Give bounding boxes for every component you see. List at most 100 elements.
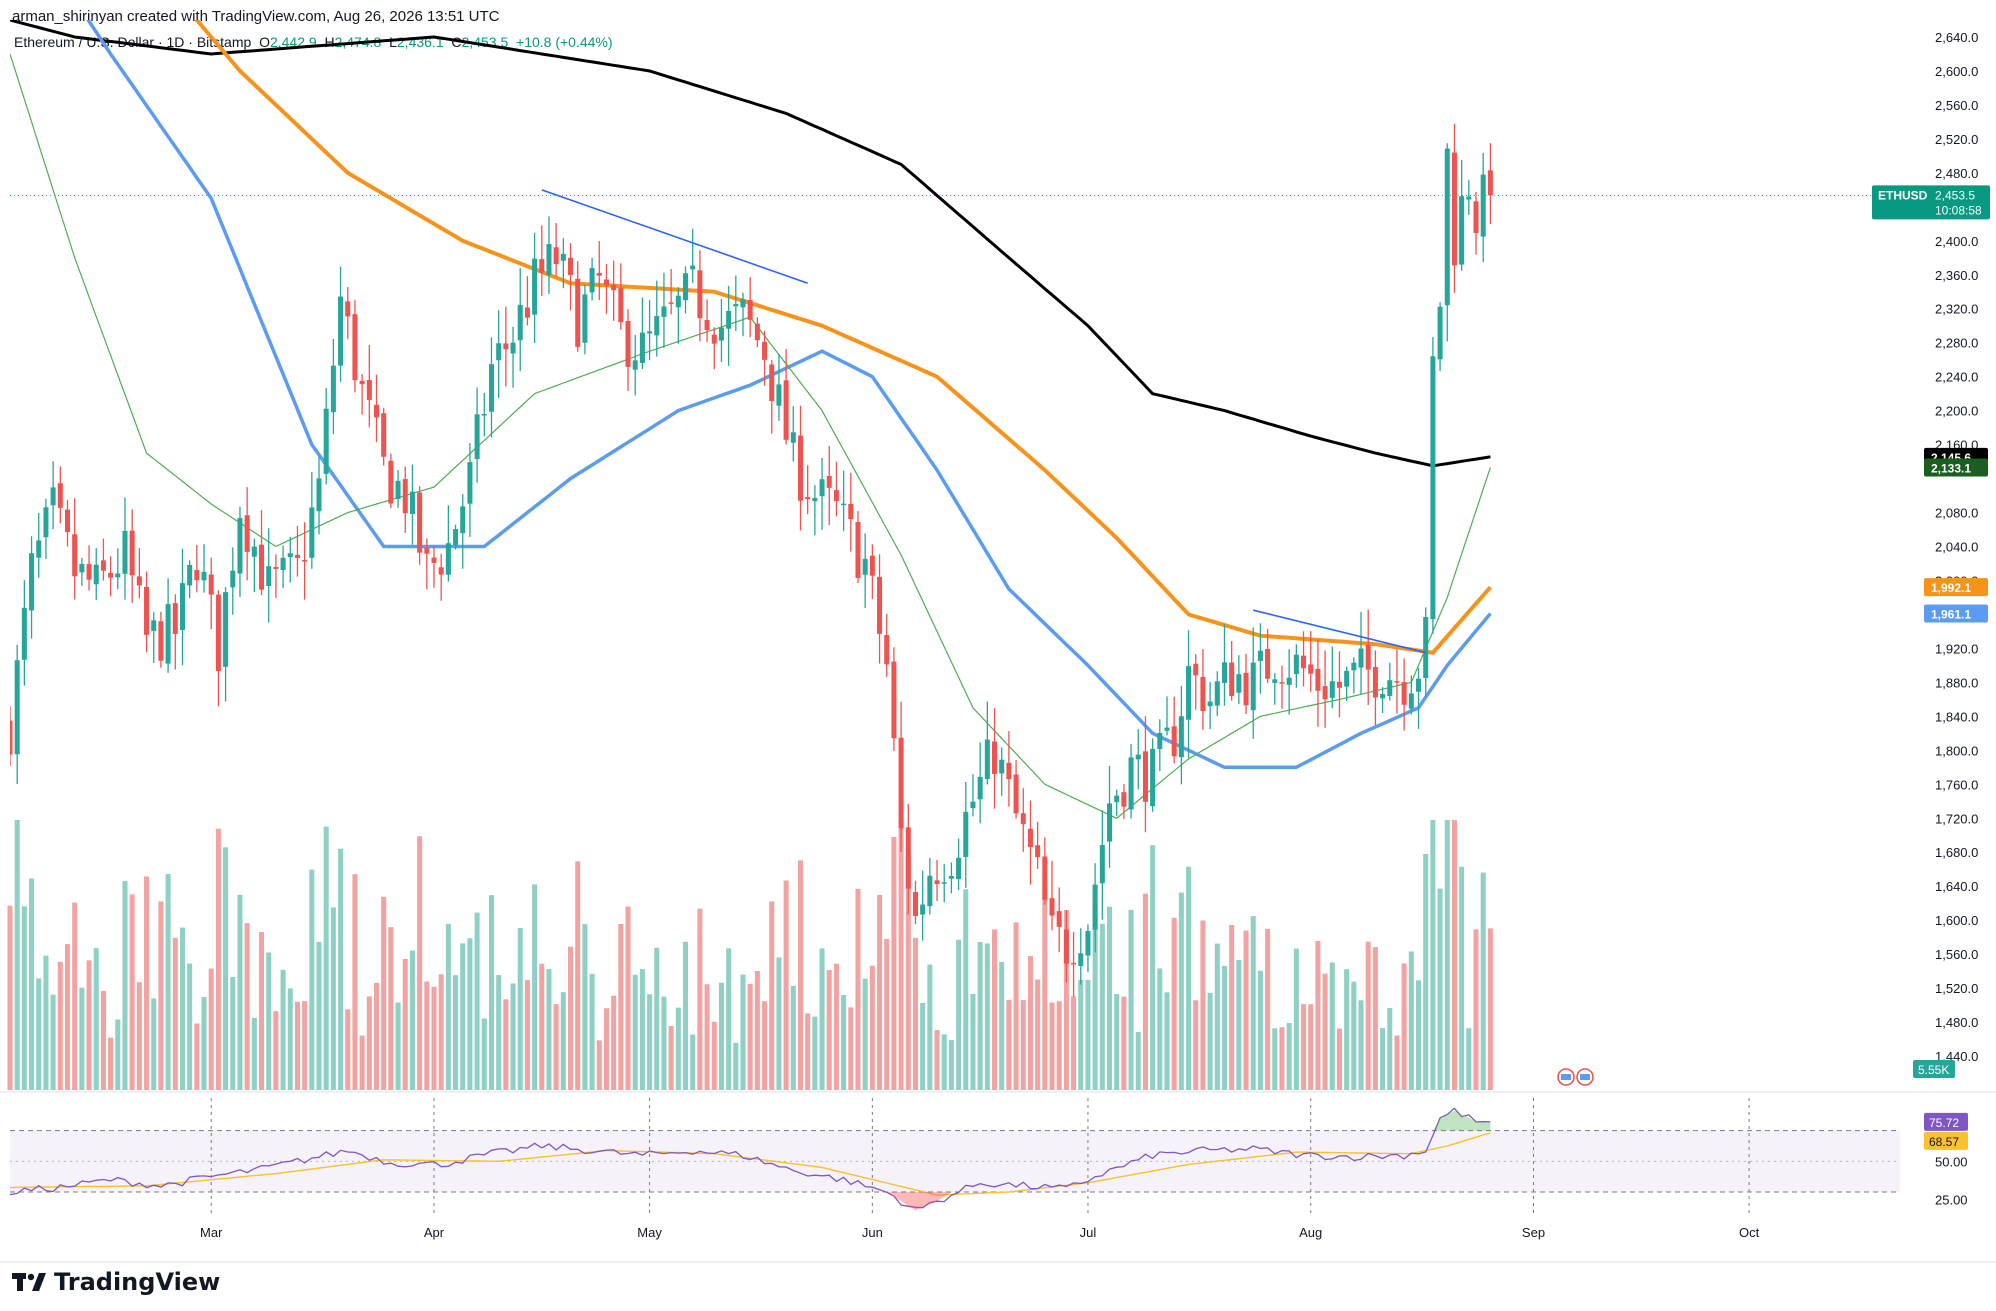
candle [848,472,854,552]
candle-body [86,563,92,580]
candle [1322,650,1328,728]
candle [503,306,509,387]
candle-body [905,827,911,889]
candle [992,708,998,809]
candle-body [1049,898,1055,916]
candle-body [754,323,760,341]
candle [1229,641,1235,701]
candle-body [790,432,796,443]
candle-body [1020,813,1026,825]
volume-bar [833,963,839,1090]
candles [10,123,1493,997]
price-tick-label: 1,840.0 [1935,709,1978,724]
volume-bar [14,820,20,1090]
volume-bar [158,901,164,1090]
price-tick-label: 1,520.0 [1935,981,1978,996]
time-tick-label: May [637,1225,662,1240]
price-tick-label: 2,360.0 [1935,268,1978,283]
candle-body [1042,856,1048,900]
candle-body [819,479,825,497]
candle [661,272,667,348]
candle-body [1466,196,1472,200]
volume-bar [1214,943,1220,1090]
volume-bar [237,894,243,1090]
price-tick-label: 2,200.0 [1935,404,1978,419]
candle-body [589,267,595,293]
candle-body [108,572,114,578]
candle [1099,810,1105,920]
candle-body [1071,962,1077,965]
volume-bar [1200,920,1206,1090]
candle-body [711,334,717,344]
candle-body [438,567,444,575]
candle-body [215,594,221,672]
volume-bar [877,894,883,1090]
candle-body [1293,654,1299,675]
volume-bar [172,937,178,1090]
volume-bar [920,1002,926,1090]
candle-body [1344,670,1350,687]
candle [1063,910,1069,983]
candle-body [1178,716,1184,758]
candle [726,285,732,366]
candle [718,298,724,363]
candle-body [682,273,689,301]
candle-body [869,555,875,576]
candle-body [1200,676,1206,712]
candle-body [1459,196,1465,265]
volume-bar [108,1037,114,1090]
volume-bar [568,946,574,1090]
candle-body [352,314,358,381]
candle-body [941,882,947,884]
candle [675,287,681,344]
candle [1027,800,1033,885]
candle [409,464,415,545]
volume-bar [675,1007,681,1090]
candle [1459,159,1465,271]
volume-bar [194,1023,200,1090]
candle-body [280,557,286,571]
volume-bar [532,884,538,1090]
volume-bar [1473,929,1479,1090]
price-tick-label: 1,800.0 [1935,743,1978,758]
candle [1114,789,1120,817]
candle-body [1214,681,1220,706]
candle [1329,646,1335,709]
time-tick-label: Aug [1299,1225,1322,1240]
candle-body [388,460,394,504]
candle-body [158,621,164,661]
price-tick-label: 2,520.0 [1935,132,1978,147]
candle [1078,928,1084,985]
candle [984,701,990,785]
candle-body [560,253,566,261]
candle-body [762,341,768,360]
volume-bar [36,978,42,1090]
volume-bar [1265,928,1271,1090]
rsi-value-text: 75.72 [1929,1116,1959,1130]
candle [158,611,164,668]
rsi-line [9,1107,1491,1209]
candle [524,276,530,326]
candle [517,268,523,372]
candle [165,578,171,673]
candle-body [639,332,645,363]
candle [488,337,494,438]
volume-bar [409,950,415,1090]
candle [287,537,293,583]
price-tick-label: 2,080.0 [1935,506,1978,521]
candle-body [841,503,847,506]
candle [1106,765,1113,868]
volume-bar [417,836,423,1090]
tradingview-logo[interactable]: TradingView [12,1268,220,1296]
candle-body [1372,667,1378,698]
candle-body [144,587,150,635]
trendline [1253,609,1426,654]
candle [1466,179,1472,215]
volume-bar [223,847,229,1090]
candle [1473,191,1479,255]
price-plot [10,20,1900,997]
candle [1214,671,1220,717]
price-tick-label: 1,640.0 [1935,879,1978,894]
volume-bar [704,984,710,1090]
